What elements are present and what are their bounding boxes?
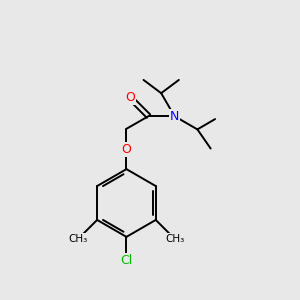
Text: CH₃: CH₃ [165, 234, 184, 244]
Text: N: N [170, 110, 179, 123]
Text: O: O [125, 92, 135, 104]
Text: Cl: Cl [120, 254, 133, 267]
Text: O: O [122, 143, 131, 157]
Text: CH₃: CH₃ [68, 234, 88, 244]
